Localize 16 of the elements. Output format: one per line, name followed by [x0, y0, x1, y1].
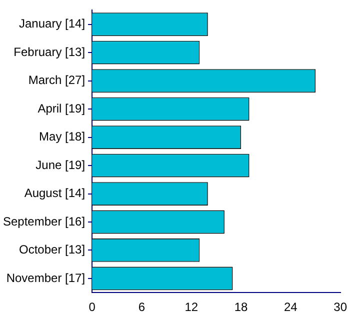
y-tick-label: March [27] [28, 73, 86, 88]
x-tick-label: 12 [184, 300, 198, 314]
y-tick-label: September [16] [2, 214, 86, 228]
x-tick-label: 6 [138, 300, 146, 314]
y-tick-label: May [18] [39, 130, 86, 144]
y-tick-label: August [14] [24, 186, 86, 200]
y-tick-label: January [14] [19, 16, 86, 31]
y-tick-label: November [17] [6, 270, 86, 285]
y-tick-label: April [19] [38, 101, 86, 116]
x-tick-label: 30 [334, 300, 348, 314]
y-tick-label: June [19] [36, 158, 86, 172]
x-tick-label: 18 [234, 300, 248, 314]
y-tick-label: October [13] [19, 242, 86, 257]
x-tick-label: 0 [88, 300, 96, 314]
y-tick-label: February [13] [14, 44, 86, 59]
x-tick-label: 24 [284, 300, 298, 314]
